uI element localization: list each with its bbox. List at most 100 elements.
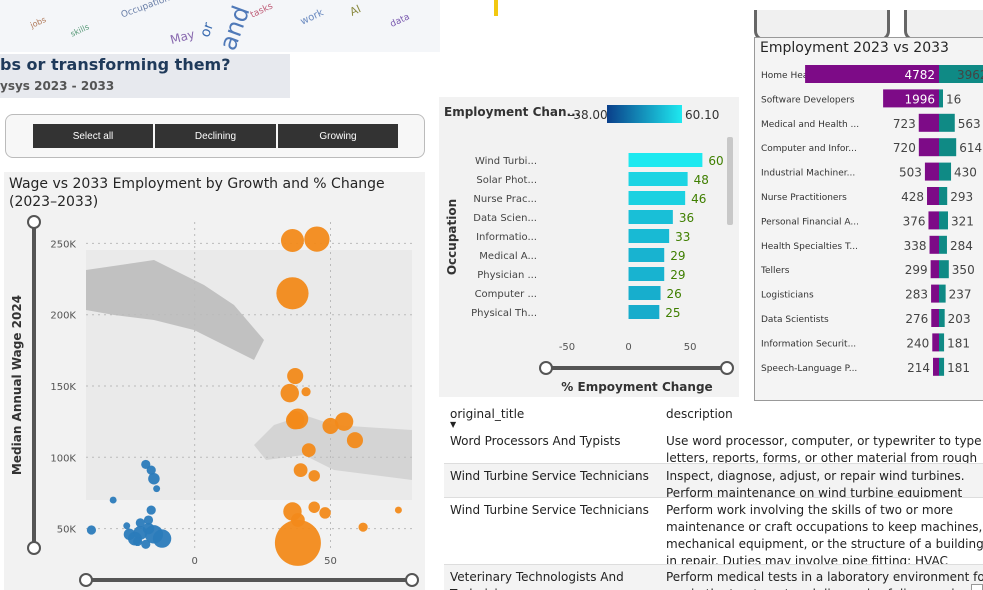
scatter-point-declining <box>152 529 172 548</box>
banner-word: or <box>197 20 218 40</box>
scatter-point-growing <box>358 522 368 532</box>
scatter-y-tick-label: 100K <box>50 453 76 464</box>
bar-category-label: Medical A... <box>479 251 537 262</box>
employment-2033-bar <box>939 260 949 279</box>
scatter-x-tick-label: 0 <box>191 556 197 567</box>
employment-2033-bar <box>939 65 983 83</box>
bar-chart-scrollbar[interactable] <box>727 137 733 225</box>
employment-2023-label: 376 <box>903 214 926 228</box>
scatter-point-growing <box>346 432 364 449</box>
scatter-point-growing <box>276 277 309 310</box>
employment-2033-label: 181 <box>947 336 970 350</box>
employment-2023-label: 338 <box>904 239 927 253</box>
growth-slicer: Select all Declining Growing <box>5 114 425 158</box>
scatter-point-declining <box>148 472 160 485</box>
bar-y-axis-label: Occupation <box>445 199 459 275</box>
cell-title: Veterinary Technologists And Technicians <box>450 570 624 590</box>
page-subtitle: ysys 2023 - 2033 <box>0 79 115 93</box>
employment-2033-bar <box>939 211 948 230</box>
employment-2033-bar <box>939 113 955 132</box>
employment-2023-bar <box>918 113 939 132</box>
bar-x-axis-label: % Empoyment Change <box>561 380 712 394</box>
table-header: original_title ▼ description <box>444 401 983 430</box>
employment-category-label: Software Developers <box>761 95 855 105</box>
bar-data-label: 46 <box>691 192 706 206</box>
scatter-point-growing <box>308 501 320 513</box>
scatter-point-growing <box>334 412 354 431</box>
cell-title: Wind Turbine Service Technicians <box>450 469 649 483</box>
employment-2023-bar <box>883 89 939 108</box>
banner-word: data <box>388 12 412 30</box>
y-range-slider-bottom-handle[interactable] <box>27 541 41 555</box>
pct-change-bar <box>628 286 661 300</box>
bar-category-label: Wind Turbi... <box>475 156 537 167</box>
bar-category-label: Data Scien... <box>473 213 537 224</box>
employment-2033-bar <box>939 138 957 157</box>
x-range-slider-left-handle[interactable] <box>79 573 93 587</box>
column-header-description[interactable]: description <box>666 407 733 421</box>
scatter-point-growing <box>322 417 339 434</box>
y-range-slider-top-handle[interactable] <box>27 215 41 229</box>
cell-title: Wind Turbine Service Technicians <box>450 503 649 517</box>
employment-2033-label: 181 <box>947 361 970 375</box>
pct-change-bar <box>628 153 703 167</box>
pct-change-bar <box>628 210 673 224</box>
employment-2033-bar <box>939 333 945 352</box>
cell-description: Inspect, diagnose, adjust, or repair win… <box>666 469 965 498</box>
bar-data-label: 60 <box>708 154 723 168</box>
sort-desc-icon[interactable]: ▼ <box>450 420 457 429</box>
growing-button[interactable]: Growing <box>278 124 398 148</box>
employment-category-label: Information Securit... <box>761 339 856 349</box>
employment-2023-label: 214 <box>907 361 930 375</box>
scatter-point-declining <box>109 496 117 504</box>
bar-category-label: Physical Th... <box>471 308 537 319</box>
employment-2023-label: 428 <box>901 190 924 204</box>
pct-change-chart-title: Employment Chan... <box>444 105 581 119</box>
column-header-title[interactable]: original_title <box>450 407 525 421</box>
scatter-point-declining <box>146 465 156 475</box>
pct-range-slider-left-handle[interactable] <box>539 361 553 375</box>
banner-word: May <box>168 27 197 47</box>
scatter-point-declining <box>135 518 145 528</box>
table-row[interactable]: Wind Turbine Service Technicians Perform… <box>444 498 983 565</box>
table-scrollbar[interactable] <box>971 584 983 590</box>
employment-2023-bar <box>933 357 939 376</box>
table-row[interactable]: Wind Turbine Service Technicians Inspect… <box>444 464 983 498</box>
select-all-button[interactable]: Select all <box>33 124 153 148</box>
employment-2033-bar <box>939 235 947 254</box>
employment-2023-bar <box>928 211 939 230</box>
bar-category-label: Computer ... <box>475 289 537 300</box>
employment-2033-bar <box>939 162 952 181</box>
scatter-point-declining <box>133 536 143 547</box>
employment-2033-label: 3962 <box>957 68 983 82</box>
employment-2023-label: 283 <box>905 288 928 302</box>
scatter-x-tick-label: 50 <box>324 556 337 567</box>
scatter-point-growing <box>287 408 309 430</box>
x-range-slider-right-handle[interactable] <box>405 573 419 587</box>
scatter-point-declining <box>123 522 131 530</box>
pct-range-slider-right-handle[interactable] <box>720 361 734 375</box>
cell-description: Perform work involving the skills of two… <box>666 503 983 565</box>
table-row[interactable]: Word Processors And Typists Use word pro… <box>444 429 983 464</box>
employment-2023-label: 299 <box>905 263 928 277</box>
employment-2033-label: 293 <box>950 190 973 204</box>
banner-word: work <box>298 7 326 28</box>
bar-x-tick-label: -50 <box>559 342 575 353</box>
employment-2023-bar <box>927 187 939 205</box>
employment-2033-bar <box>939 309 945 327</box>
pct-change-bar <box>628 267 665 281</box>
employment-2023-label: 723 <box>893 117 916 131</box>
employment-2033-label: 16 <box>946 92 961 106</box>
scatter-y-tick-label: 200K <box>50 311 76 322</box>
employment-category-label: Personal Financial A... <box>761 217 859 227</box>
table-row[interactable]: Veterinary Technologists And Technicians… <box>444 565 983 590</box>
scatter-point-growing <box>304 226 330 252</box>
scatter-point-declining <box>146 505 156 515</box>
scatter-y-tick-label: 250K <box>50 239 76 250</box>
employment-2033-label: 614 <box>959 141 982 155</box>
employment-category-label: Data Scientists <box>761 315 829 325</box>
pct-change-bar <box>628 172 688 186</box>
declining-button[interactable]: Declining <box>155 124 276 148</box>
scatter-point-growing <box>394 506 402 514</box>
employment-2033-bar <box>939 89 943 108</box>
